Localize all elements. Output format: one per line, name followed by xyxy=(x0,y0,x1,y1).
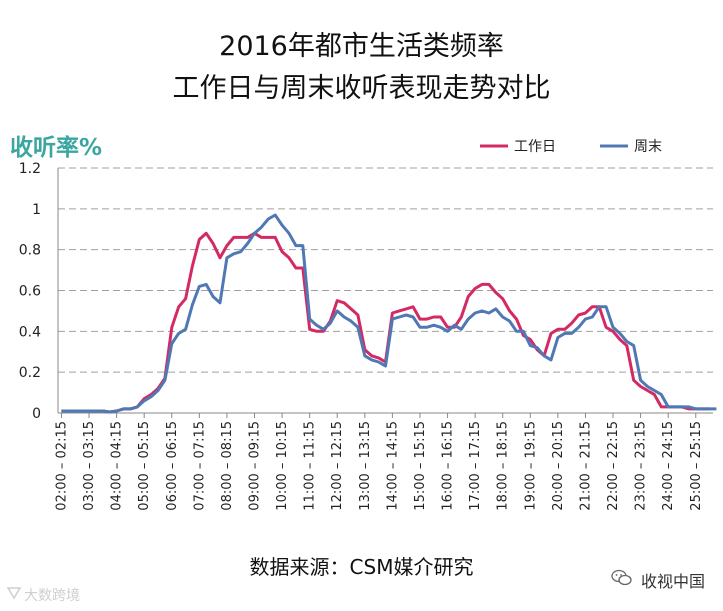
x-tick-label: 15:00 – 15:15 xyxy=(413,421,428,511)
x-tick-label: 16:00 – 16:15 xyxy=(441,421,456,511)
watermark-left-text: 大数跨境 xyxy=(24,588,80,604)
data-source: 数据来源：CSM媒介研究 xyxy=(249,555,474,579)
legend-label: 周末 xyxy=(634,139,662,155)
chart-title-line-1: 2016年都市生活类频率 xyxy=(219,31,504,62)
x-tick-label: 14:00 – 14:15 xyxy=(385,421,400,511)
y-tick-label: 1 xyxy=(32,202,41,218)
y-tick-label: 0.2 xyxy=(19,365,41,381)
x-tick-label: 25:00 – 25:15 xyxy=(689,421,704,511)
watermark-right: 收视中国 xyxy=(611,568,705,592)
x-tick-label: 24:00 – 24:15 xyxy=(661,421,676,511)
x-tick-label: 07:00 – 07:15 xyxy=(192,421,207,511)
x-tick-label: 23:00 – 23:15 xyxy=(634,421,649,511)
x-tick-label: 02:00 – 02:15 xyxy=(54,421,69,511)
line-chart: 0 0.2 0.4 0.6 0.8 1 1.2 02:00 – 02:15 03:00 – 03… xyxy=(19,139,717,511)
legend-label: 工作日 xyxy=(514,139,556,155)
y-tick-label: 0.8 xyxy=(19,243,41,259)
y-axis-title: 收听率% xyxy=(10,135,103,161)
x-tick-label: 22:00 – 22:15 xyxy=(606,421,621,511)
wechat-icon xyxy=(611,569,633,591)
x-tick-label: 17:00 – 17:15 xyxy=(468,421,483,511)
x-tick-label: 13:00 – 13:15 xyxy=(358,421,373,511)
x-tick-label: 08:00 – 08:15 xyxy=(220,421,235,511)
x-tick-label: 20:00 – 20:15 xyxy=(551,421,566,511)
x-tick-label: 12:00 – 12:15 xyxy=(330,421,345,511)
chart-title-line-2: 工作日与周末收听表现走势对比 xyxy=(172,73,551,104)
x-tick-label: 04:00 – 04:15 xyxy=(110,421,125,511)
y-tick-label: 0 xyxy=(32,406,41,422)
x-tick-label: 10:00 – 10:15 xyxy=(275,421,290,511)
watermark-right-text: 收视中国 xyxy=(640,572,705,591)
watermark-logo-icon xyxy=(6,586,22,604)
x-tick-label: 03:00 – 03:15 xyxy=(82,421,97,511)
x-tick-label: 21:00 – 21:15 xyxy=(578,421,593,511)
y-tick-label: 0.4 xyxy=(19,324,41,340)
x-tick-label: 06:00 – 06:15 xyxy=(165,421,180,511)
x-tick-label: 18:00 – 18:15 xyxy=(496,421,511,511)
y-tick-label: 1.2 xyxy=(19,161,41,177)
watermark-left: 大数跨境 xyxy=(6,585,80,605)
x-tick-label: 09:00 – 09:15 xyxy=(248,421,263,511)
x-tick-label: 19:00 – 19:15 xyxy=(523,421,538,511)
x-tick-label: 05:00 – 05:15 xyxy=(137,421,152,511)
series-line-周末 xyxy=(61,213,717,414)
y-tick-label: 0.6 xyxy=(19,284,41,300)
x-tick-label: 11:00 – 11:15 xyxy=(303,421,318,511)
